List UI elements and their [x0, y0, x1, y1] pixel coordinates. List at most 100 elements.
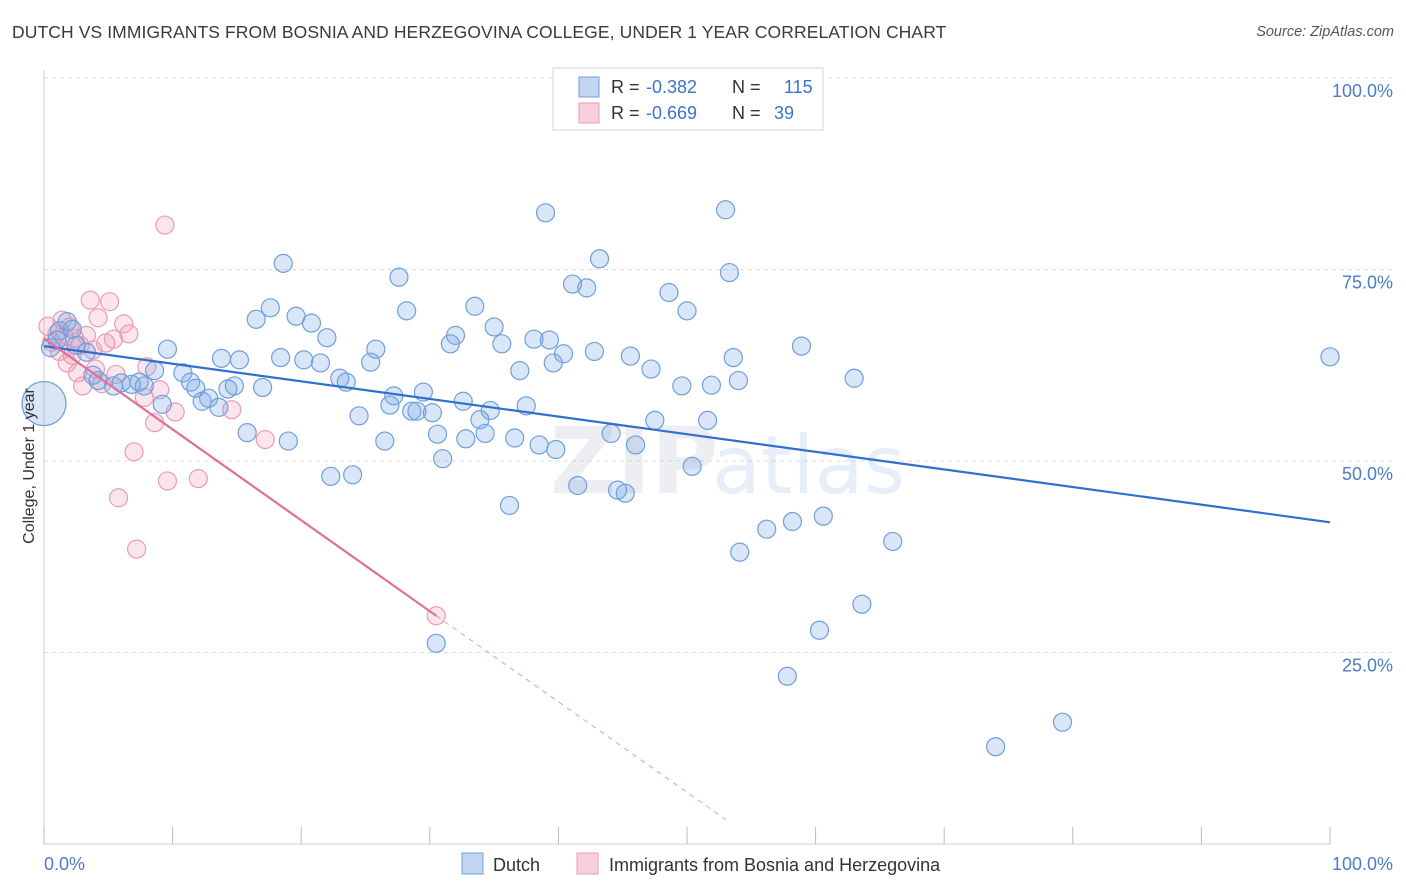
dutch-point [529, 435, 549, 455]
trend-lines [43, 337, 1331, 820]
dutch-point [453, 391, 473, 411]
dutch-point [510, 361, 530, 381]
dutch-point [62, 319, 82, 339]
legend-swatch-dutch-bottom [461, 852, 484, 875]
x-tick-label: 100.0% [1332, 854, 1393, 874]
dutch-point [645, 410, 665, 431]
dutch-point [310, 353, 331, 373]
dutch-point [211, 348, 232, 368]
y-tick-label: 50.0% [1342, 464, 1393, 484]
legend-label-dutch: Dutch [493, 855, 540, 875]
dutch-point [260, 298, 280, 318]
dutch-point [986, 737, 1006, 757]
bosnia-point [126, 539, 147, 559]
dutch-point [535, 203, 556, 223]
dutch-point [246, 309, 266, 329]
bosnia-point [157, 471, 178, 491]
dutch-point [723, 347, 743, 368]
x-tick-labels: 0.0% 100.0% [44, 854, 1393, 874]
dutch-point [21, 380, 67, 427]
dutch-point [465, 296, 485, 316]
dutch-point [366, 339, 386, 359]
stats-legend: R = -0.382 N = 115 R = -0.669 N = 39 [552, 67, 824, 131]
dutch-point [1052, 712, 1073, 732]
dutch-point [389, 267, 409, 287]
dutch-point [427, 424, 448, 444]
dutch-point [445, 325, 466, 345]
chart-title: DUTCH VS IMMIGRANTS FROM BOSNIA AND HERZ… [12, 22, 947, 42]
dutch-point [625, 435, 646, 455]
dutch-point [682, 456, 702, 476]
dutch-point [321, 466, 341, 486]
dutch-point [715, 200, 736, 220]
source-credit: Source: ZipAtlas.com [1256, 24, 1394, 40]
bosnia-point [88, 308, 108, 328]
dutch-point [813, 506, 833, 526]
dutch-point [152, 394, 172, 414]
y-tick-label: 25.0% [1342, 656, 1393, 676]
dutch-point [475, 423, 495, 444]
dutch-point [237, 423, 257, 443]
dutch-point [568, 475, 588, 496]
dutch-point [730, 542, 750, 562]
legend-r-value-bosnia: -0.669 [646, 103, 697, 123]
bosnia-point [124, 442, 144, 462]
bosnia-trend-line [43, 337, 437, 617]
dutch-point [343, 465, 363, 485]
dutch-point [701, 375, 722, 395]
bosnia-point [255, 429, 275, 450]
legend-label-bosnia: Immigrants from Bosnia and Herzegovina [609, 855, 941, 875]
series-legend: Dutch Immigrants from Bosnia and Herzego… [461, 852, 941, 875]
legend-r-value-dutch: -0.382 [646, 77, 697, 97]
dutch-point [273, 253, 293, 273]
dutch-point [516, 396, 536, 416]
dutch-point [224, 376, 244, 396]
dutch-point [505, 428, 525, 448]
dutch-point [397, 301, 417, 321]
bosnia-point [80, 290, 100, 310]
dutch-point [129, 372, 149, 392]
dutch-trend-line [43, 345, 1331, 524]
dutch-point [271, 347, 291, 368]
dutch-point [757, 519, 777, 539]
dutch-point [499, 495, 520, 516]
bosnia-point [155, 215, 175, 235]
dutch-point [181, 372, 201, 392]
dutch-point [677, 301, 697, 321]
y-axis-title: College, Under 1 year [21, 388, 38, 544]
dutch-point [301, 313, 322, 333]
dutch-point [157, 339, 178, 359]
dutch-point [577, 278, 597, 298]
bosnia-point [99, 292, 120, 312]
dutch-point [883, 531, 903, 552]
axes [43, 70, 1331, 845]
dutch-point [407, 401, 427, 421]
legend-swatch-bosnia-bottom [576, 852, 599, 875]
dutch-point [791, 336, 812, 356]
dutch-point [229, 350, 250, 370]
dutch-point [456, 429, 476, 449]
y-tick-labels: 25.0% 50.0% 75.0% 100.0% [1332, 81, 1393, 676]
legend-n-value-bosnia: 39 [774, 103, 794, 123]
legend-r-label-bosnia: R = [611, 103, 640, 123]
legend-r-label-dutch: R = [611, 77, 640, 97]
legend-n-value-dutch: 115 [784, 77, 813, 97]
bosnia-point [108, 488, 129, 508]
legend-n-label-dutch: N = [732, 77, 761, 97]
dutch-point [615, 483, 635, 503]
dutch-point [601, 423, 621, 444]
watermark-atlas: atlas [712, 419, 905, 512]
dutch-point [278, 431, 298, 451]
bosnia-point [60, 317, 80, 337]
dutch-point [524, 329, 544, 349]
dutch-point [349, 406, 369, 426]
bosnia-trend-extension [435, 615, 726, 820]
x-tick-label: 0.0% [44, 854, 85, 874]
dutch-point [484, 317, 504, 337]
dutch-point [480, 400, 500, 421]
legend-swatch-bosnia [578, 102, 600, 124]
dutch-point [562, 274, 583, 294]
dutch-point [589, 249, 610, 269]
dutch-point [144, 361, 165, 381]
